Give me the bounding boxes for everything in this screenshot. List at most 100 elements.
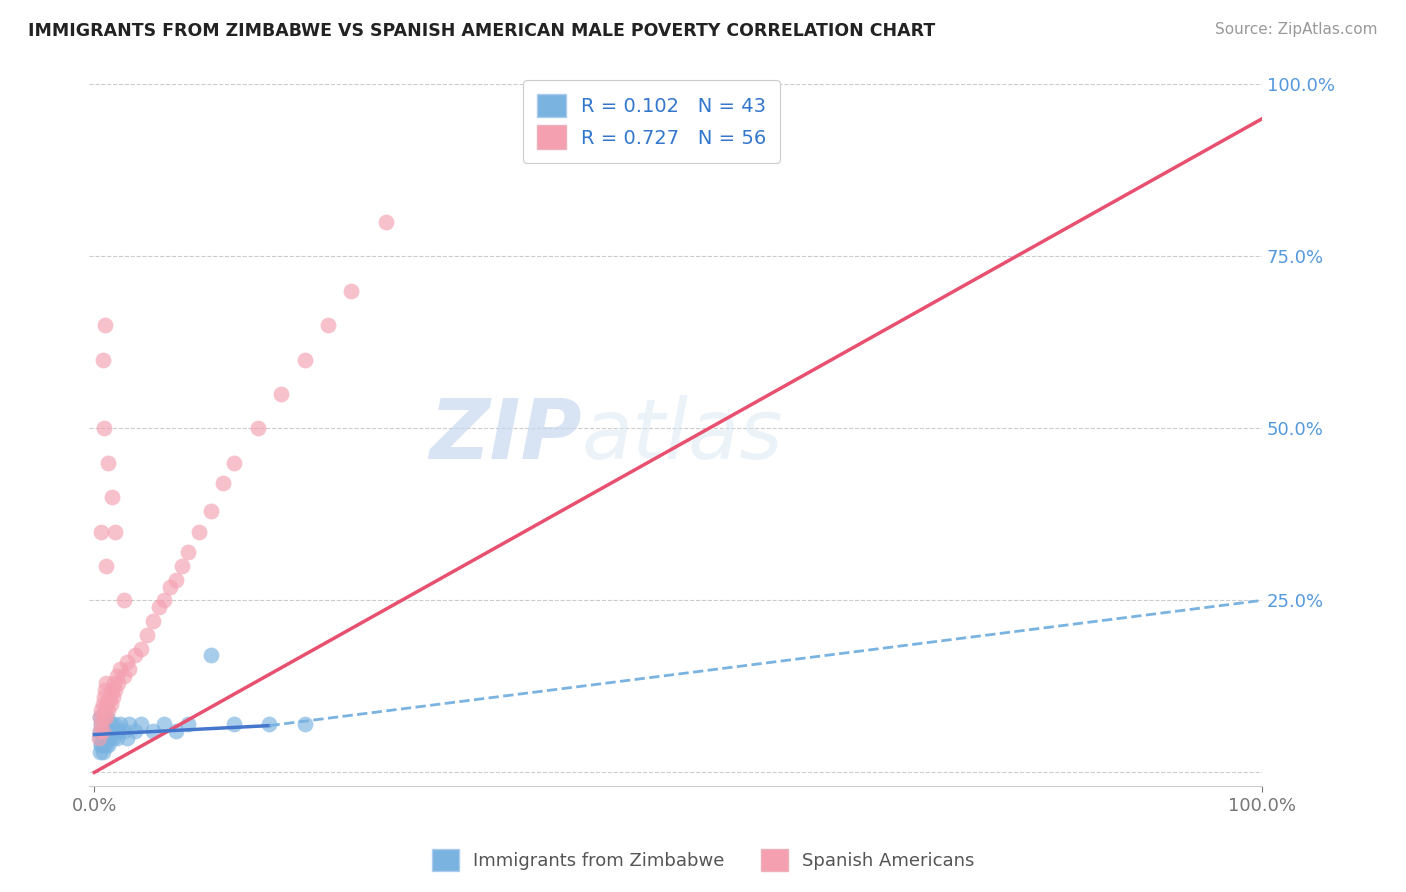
Point <box>97 724 120 739</box>
Text: atlas: atlas <box>581 395 783 475</box>
Point <box>270 387 292 401</box>
Point <box>101 690 124 704</box>
Point <box>124 648 146 663</box>
Point <box>89 710 111 724</box>
Point <box>101 731 124 745</box>
Point <box>91 697 114 711</box>
Point <box>294 717 316 731</box>
Point <box>316 318 339 333</box>
Point <box>124 724 146 739</box>
Point <box>97 738 120 752</box>
Point <box>153 717 176 731</box>
Point <box>94 676 117 690</box>
Point <box>93 724 115 739</box>
Point <box>93 710 115 724</box>
Point <box>96 731 118 745</box>
Point <box>94 703 117 717</box>
Point <box>108 662 131 676</box>
Point <box>94 717 117 731</box>
Point <box>105 731 128 745</box>
Point <box>97 456 120 470</box>
Point <box>91 731 114 745</box>
Point <box>118 717 141 731</box>
Point <box>246 421 269 435</box>
Point <box>94 710 117 724</box>
Point <box>94 731 117 745</box>
Point <box>100 717 122 731</box>
Point <box>89 724 111 739</box>
Point <box>91 352 114 367</box>
Point <box>90 717 112 731</box>
Text: Source: ZipAtlas.com: Source: ZipAtlas.com <box>1215 22 1378 37</box>
Point <box>87 731 110 745</box>
Text: IMMIGRANTS FROM ZIMBABWE VS SPANISH AMERICAN MALE POVERTY CORRELATION CHART: IMMIGRANTS FROM ZIMBABWE VS SPANISH AMER… <box>28 22 935 40</box>
Point <box>224 456 246 470</box>
Point <box>118 662 141 676</box>
Point <box>112 669 135 683</box>
Point <box>101 490 124 504</box>
Point <box>90 717 112 731</box>
Point <box>104 682 127 697</box>
Point <box>94 724 117 739</box>
Point <box>259 717 281 731</box>
Point <box>89 731 111 745</box>
Point <box>100 697 122 711</box>
Point <box>112 724 135 739</box>
Text: ZIP: ZIP <box>429 395 581 475</box>
Point <box>129 717 152 731</box>
Point <box>93 738 115 752</box>
Point <box>104 724 127 739</box>
Point <box>200 504 222 518</box>
Point <box>90 524 112 539</box>
Point <box>104 524 127 539</box>
Point <box>98 690 121 704</box>
Point <box>112 593 135 607</box>
Point <box>90 738 112 752</box>
Point <box>294 352 316 367</box>
Point <box>135 628 157 642</box>
Point <box>177 717 200 731</box>
Point <box>90 703 112 717</box>
Point <box>107 724 129 739</box>
Point <box>89 724 111 739</box>
Point <box>115 656 138 670</box>
Point <box>103 676 125 690</box>
Point <box>93 421 115 435</box>
Point <box>91 724 114 739</box>
Point <box>129 641 152 656</box>
Point <box>101 682 124 697</box>
Point <box>93 731 115 745</box>
Point <box>107 724 129 739</box>
Point <box>101 724 124 739</box>
Point <box>115 731 138 745</box>
Point <box>211 476 233 491</box>
Point <box>93 690 115 704</box>
Point <box>224 717 246 731</box>
Legend: R = 0.102   N = 43, R = 0.727   N = 56: R = 0.102 N = 43, R = 0.727 N = 56 <box>523 80 780 162</box>
Point <box>170 559 193 574</box>
Point <box>177 545 200 559</box>
Point <box>165 573 187 587</box>
Point <box>108 717 131 731</box>
Point <box>142 724 165 739</box>
Point <box>142 614 165 628</box>
Point <box>94 738 117 752</box>
Point <box>90 738 112 752</box>
Point <box>200 648 222 663</box>
Point <box>340 284 363 298</box>
Point <box>165 724 187 739</box>
Point <box>159 580 181 594</box>
Point <box>375 215 398 229</box>
Point <box>105 669 128 683</box>
Point <box>96 697 118 711</box>
Point <box>94 559 117 574</box>
Point <box>89 745 111 759</box>
Point <box>89 710 111 724</box>
Point <box>188 524 211 539</box>
Point <box>91 745 114 759</box>
Point <box>153 593 176 607</box>
Point <box>103 717 125 731</box>
Point <box>97 703 120 717</box>
Point <box>98 731 121 745</box>
Point <box>94 318 117 333</box>
